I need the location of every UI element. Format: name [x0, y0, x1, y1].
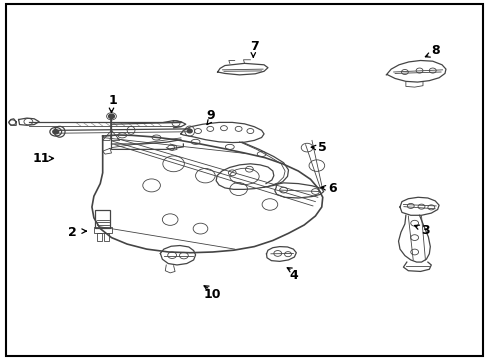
Text: 1: 1: [108, 94, 117, 107]
Text: 9: 9: [205, 109, 214, 122]
Text: 10: 10: [203, 288, 221, 301]
Text: 2: 2: [68, 226, 77, 239]
Text: 7: 7: [249, 40, 258, 53]
Text: 8: 8: [430, 44, 439, 57]
Text: 6: 6: [327, 183, 336, 195]
Circle shape: [187, 129, 192, 133]
Circle shape: [108, 114, 114, 118]
Text: 4: 4: [288, 269, 297, 282]
Bar: [104, 233, 109, 241]
Text: 5: 5: [318, 141, 326, 154]
Bar: [95, 210, 110, 228]
Bar: [97, 233, 102, 241]
Bar: [94, 227, 112, 233]
Text: 11: 11: [33, 152, 50, 165]
Text: 3: 3: [420, 224, 429, 237]
Circle shape: [53, 130, 59, 134]
